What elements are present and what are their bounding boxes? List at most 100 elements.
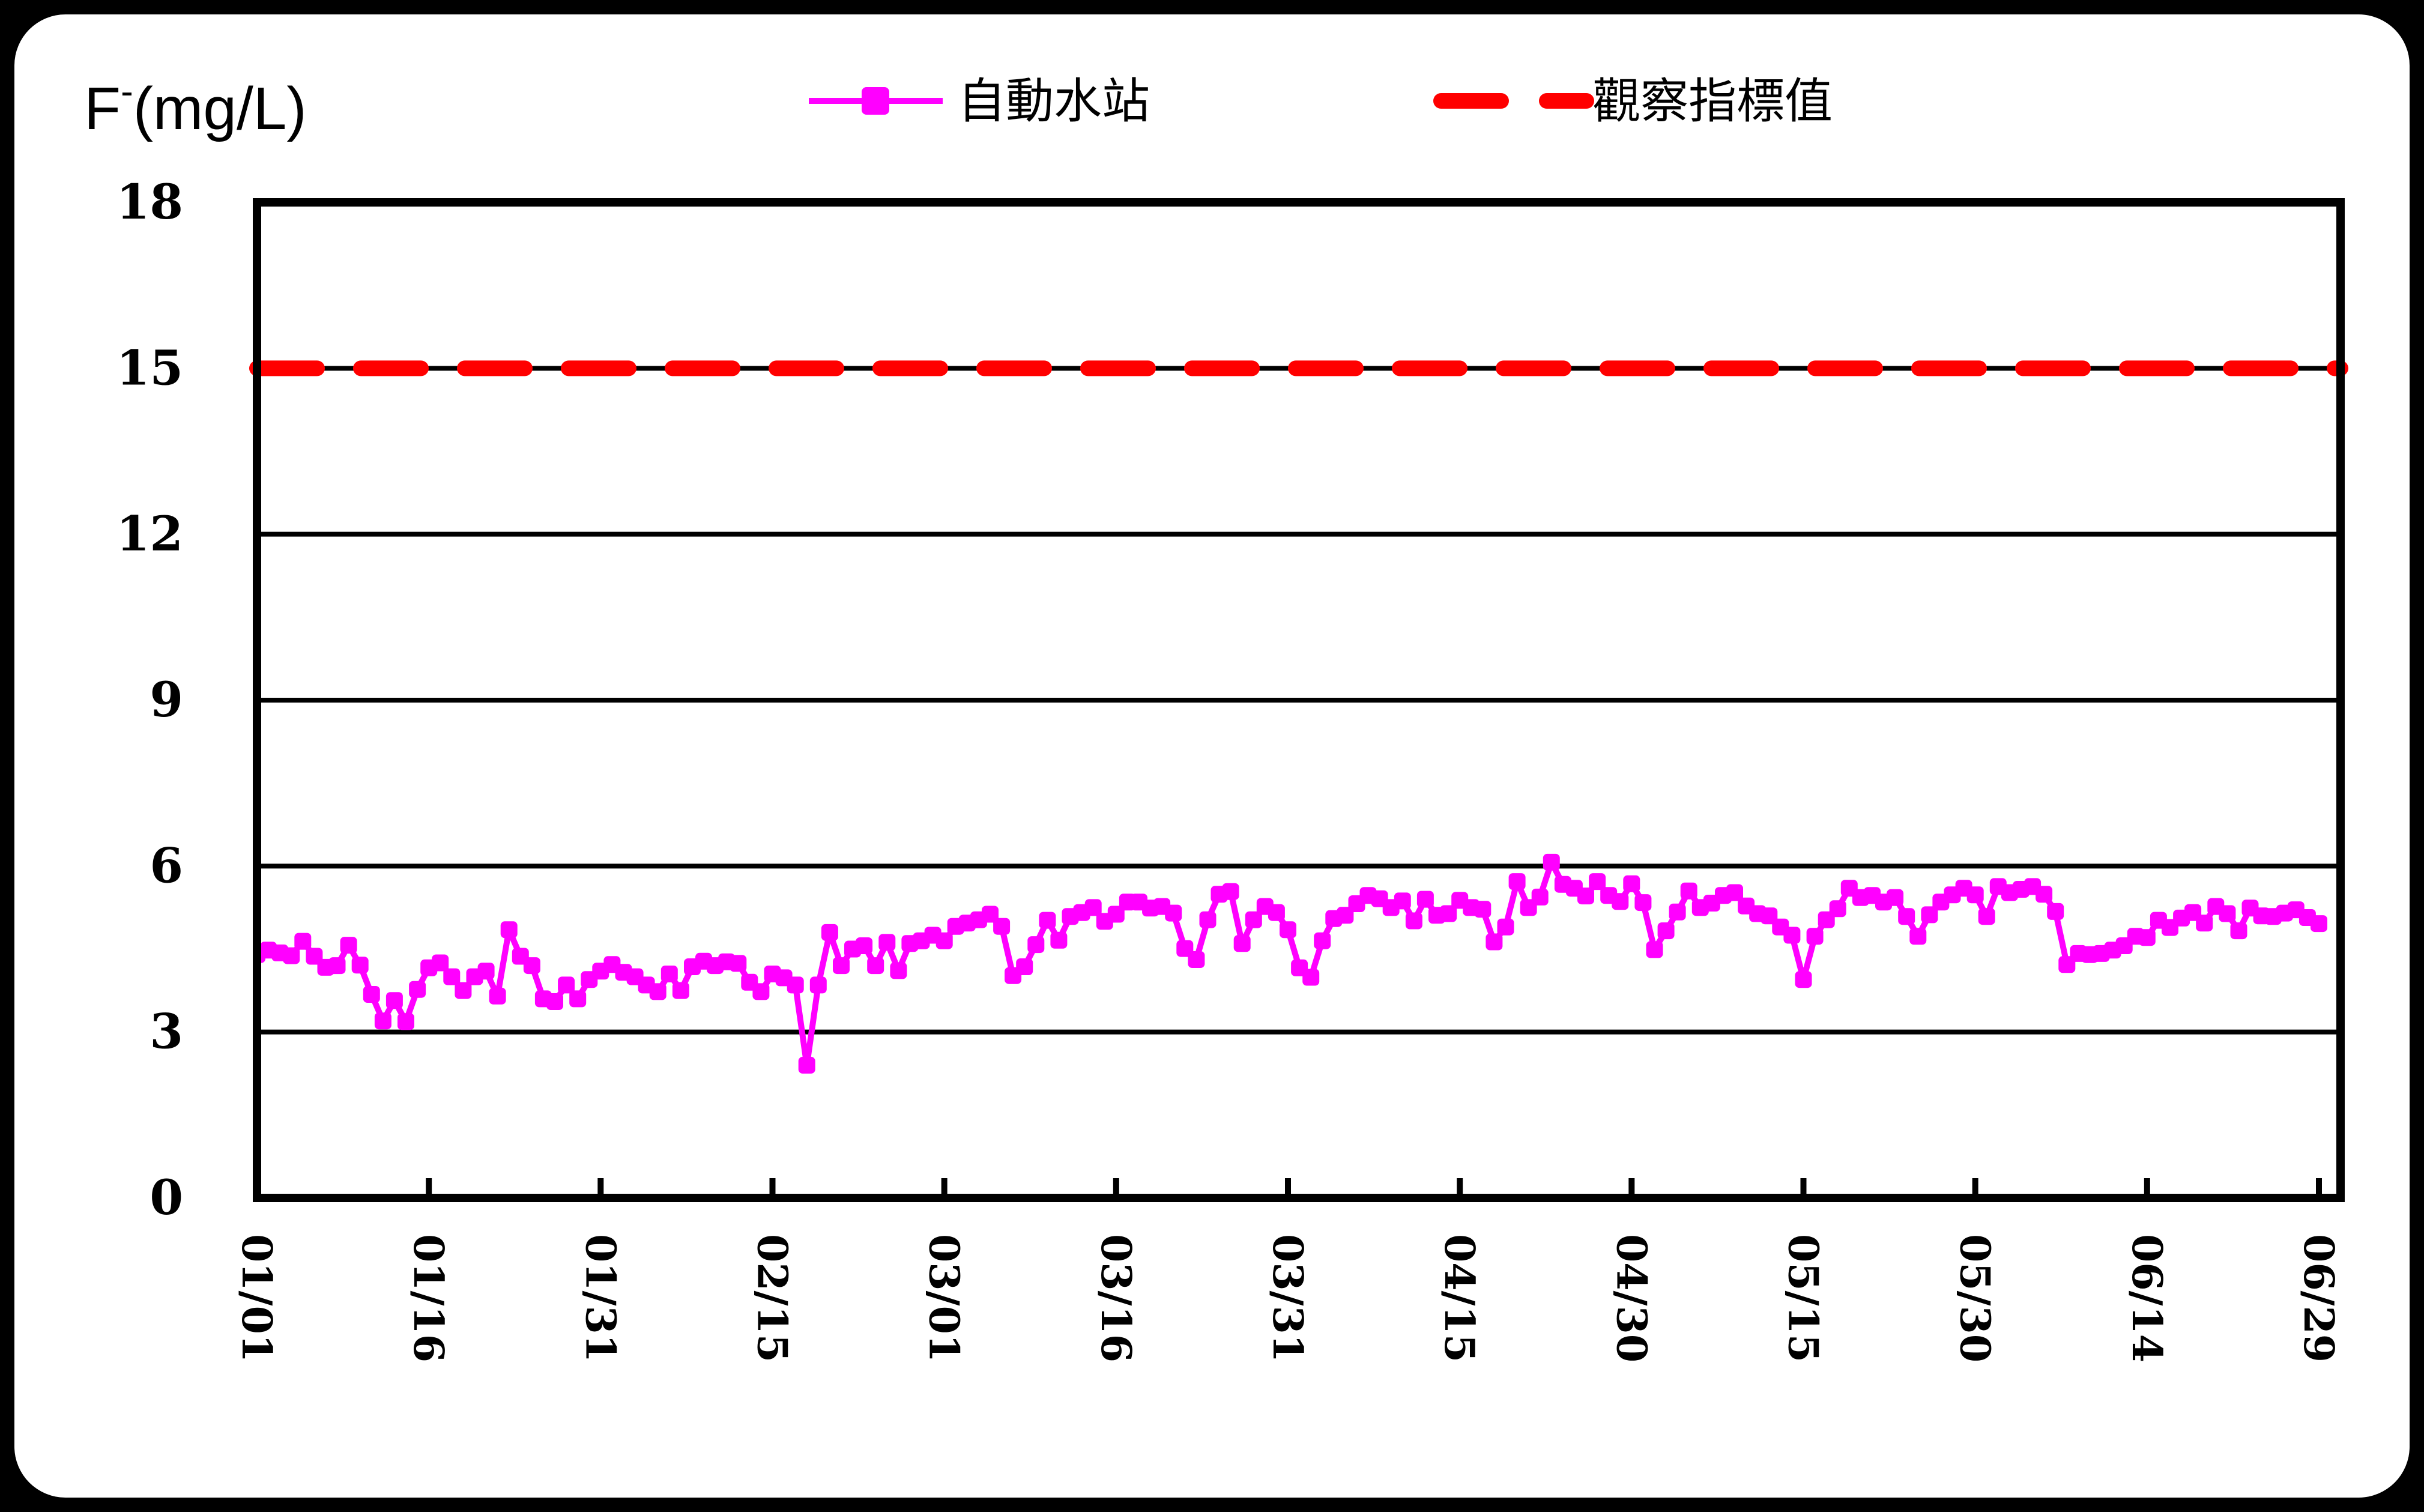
data-point-marker	[993, 918, 1011, 935]
data-point-marker	[1887, 889, 1904, 906]
data-point-marker	[1474, 901, 1492, 918]
data-point-marker	[890, 962, 907, 979]
plot-border	[253, 198, 2345, 1202]
data-point-marker	[546, 993, 563, 1010]
data-point-marker	[1531, 888, 1549, 906]
data-point-marker	[1909, 928, 1927, 945]
data-point-marker	[935, 932, 953, 949]
data-point-marker	[660, 966, 678, 982]
data-point-marker	[787, 976, 804, 994]
x-tick-label: 04/15	[1435, 1234, 1483, 1362]
data-point-marker	[730, 955, 747, 972]
data-point-marker	[489, 987, 506, 1005]
data-point-marker	[1795, 971, 1812, 988]
data-point-marker	[2311, 915, 2327, 933]
data-point-marker	[1497, 918, 1514, 936]
data-point-marker	[809, 976, 827, 994]
chart-panel	[14, 14, 2410, 1498]
x-tick-label: 06/29	[2294, 1234, 2342, 1362]
data-point-marker	[1806, 928, 1824, 945]
data-point-marker	[1577, 888, 1594, 905]
data-point-marker	[1508, 873, 1526, 891]
y-tick-label: 3	[150, 1003, 183, 1060]
y-tick-label: 6	[150, 837, 183, 894]
data-point-marker	[294, 933, 312, 950]
chart-title: F-(mg/L)	[84, 71, 307, 142]
data-point-marker	[523, 957, 540, 975]
data-point-marker	[432, 954, 449, 972]
data-point-marker	[856, 937, 873, 954]
data-point-marker	[1405, 912, 1422, 930]
data-point-marker	[1978, 908, 1995, 925]
data-point-marker	[982, 906, 999, 923]
y-tick-label: 12	[116, 506, 183, 562]
data-point-marker	[2219, 905, 2236, 922]
data-point-marker	[1394, 892, 1411, 910]
data-point-marker	[363, 986, 380, 1003]
data-point-marker	[409, 981, 426, 998]
x-tick-label: 05/15	[1779, 1234, 1827, 1362]
data-point-marker	[455, 982, 472, 999]
data-point-marker	[1543, 853, 1560, 871]
data-point-marker	[1027, 936, 1045, 954]
data-point-marker	[283, 947, 300, 964]
data-point-marker	[569, 990, 587, 1008]
data-point-marker	[2196, 915, 2213, 932]
data-point-marker	[500, 921, 518, 939]
data-point-marker	[2036, 886, 2053, 903]
data-point-marker	[2047, 903, 2064, 920]
data-point-marker	[1486, 933, 1503, 951]
data-point-marker	[1898, 908, 1915, 925]
plot-area: 0 3 6 9 12 15 18 01/01 01/16 01/31 02/15 03/01 03/16…	[116, 174, 2348, 1362]
data-point-marker	[1669, 903, 1686, 921]
data-point-marker	[374, 1012, 391, 1030]
data-point-marker	[443, 968, 461, 985]
data-point-marker	[1337, 907, 1354, 924]
data-point-marker	[1634, 894, 1652, 912]
data-point-marker	[1199, 911, 1217, 928]
data-point-marker	[1245, 911, 1262, 928]
y-tick-label: 15	[116, 339, 183, 396]
data-point-marker	[351, 957, 369, 974]
data-point-marker	[1680, 882, 1697, 900]
x-tick-label: 03/01	[920, 1234, 968, 1362]
data-point-marker	[1612, 893, 1629, 910]
y-tick-label: 0	[150, 1169, 183, 1226]
data-point-marker	[1416, 891, 1434, 908]
data-point-marker	[1783, 927, 1801, 944]
data-point-marker	[1623, 875, 1640, 892]
x-tick-label: 01/31	[576, 1234, 624, 1362]
y-tick-label: 9	[150, 671, 183, 728]
x-tick-label: 05/30	[1951, 1234, 1999, 1362]
x-tick-label: 01/01	[232, 1234, 280, 1362]
data-point-marker	[1829, 900, 1846, 918]
data-point-marker	[385, 992, 403, 1009]
data-point-marker	[752, 983, 770, 1000]
x-tick-label: 01/16	[404, 1234, 452, 1362]
data-point-marker	[1084, 899, 1102, 916]
y-tick-label: 18	[116, 174, 183, 230]
x-tick-label: 06/14	[2123, 1234, 2171, 1362]
x-tick-label: 03/31	[1263, 1234, 1311, 1362]
x-tick-label: 03/16	[1092, 1234, 1140, 1362]
series-group	[257, 853, 2327, 1074]
data-point-marker	[821, 924, 838, 941]
data-point-marker	[2138, 929, 2156, 946]
data-point-marker	[1107, 906, 1125, 923]
data-point-marker	[2230, 922, 2247, 940]
data-point-marker	[1050, 931, 1068, 949]
data-point-marker	[798, 1056, 815, 1074]
data-point-marker	[1726, 884, 1743, 901]
data-point-marker	[340, 937, 357, 954]
data-point-marker	[1657, 922, 1675, 940]
data-point-marker	[558, 976, 575, 994]
data-point-marker	[1966, 886, 1984, 904]
x-tick-label: 02/15	[748, 1234, 796, 1362]
legend: 自動水站 觀察指標值	[809, 74, 1833, 128]
data-point-marker	[1268, 904, 1285, 921]
data-point-marker	[1188, 951, 1205, 968]
data-point-marker	[1589, 873, 1606, 891]
data-point-marker	[1646, 941, 1663, 958]
data-point-marker	[328, 957, 346, 975]
